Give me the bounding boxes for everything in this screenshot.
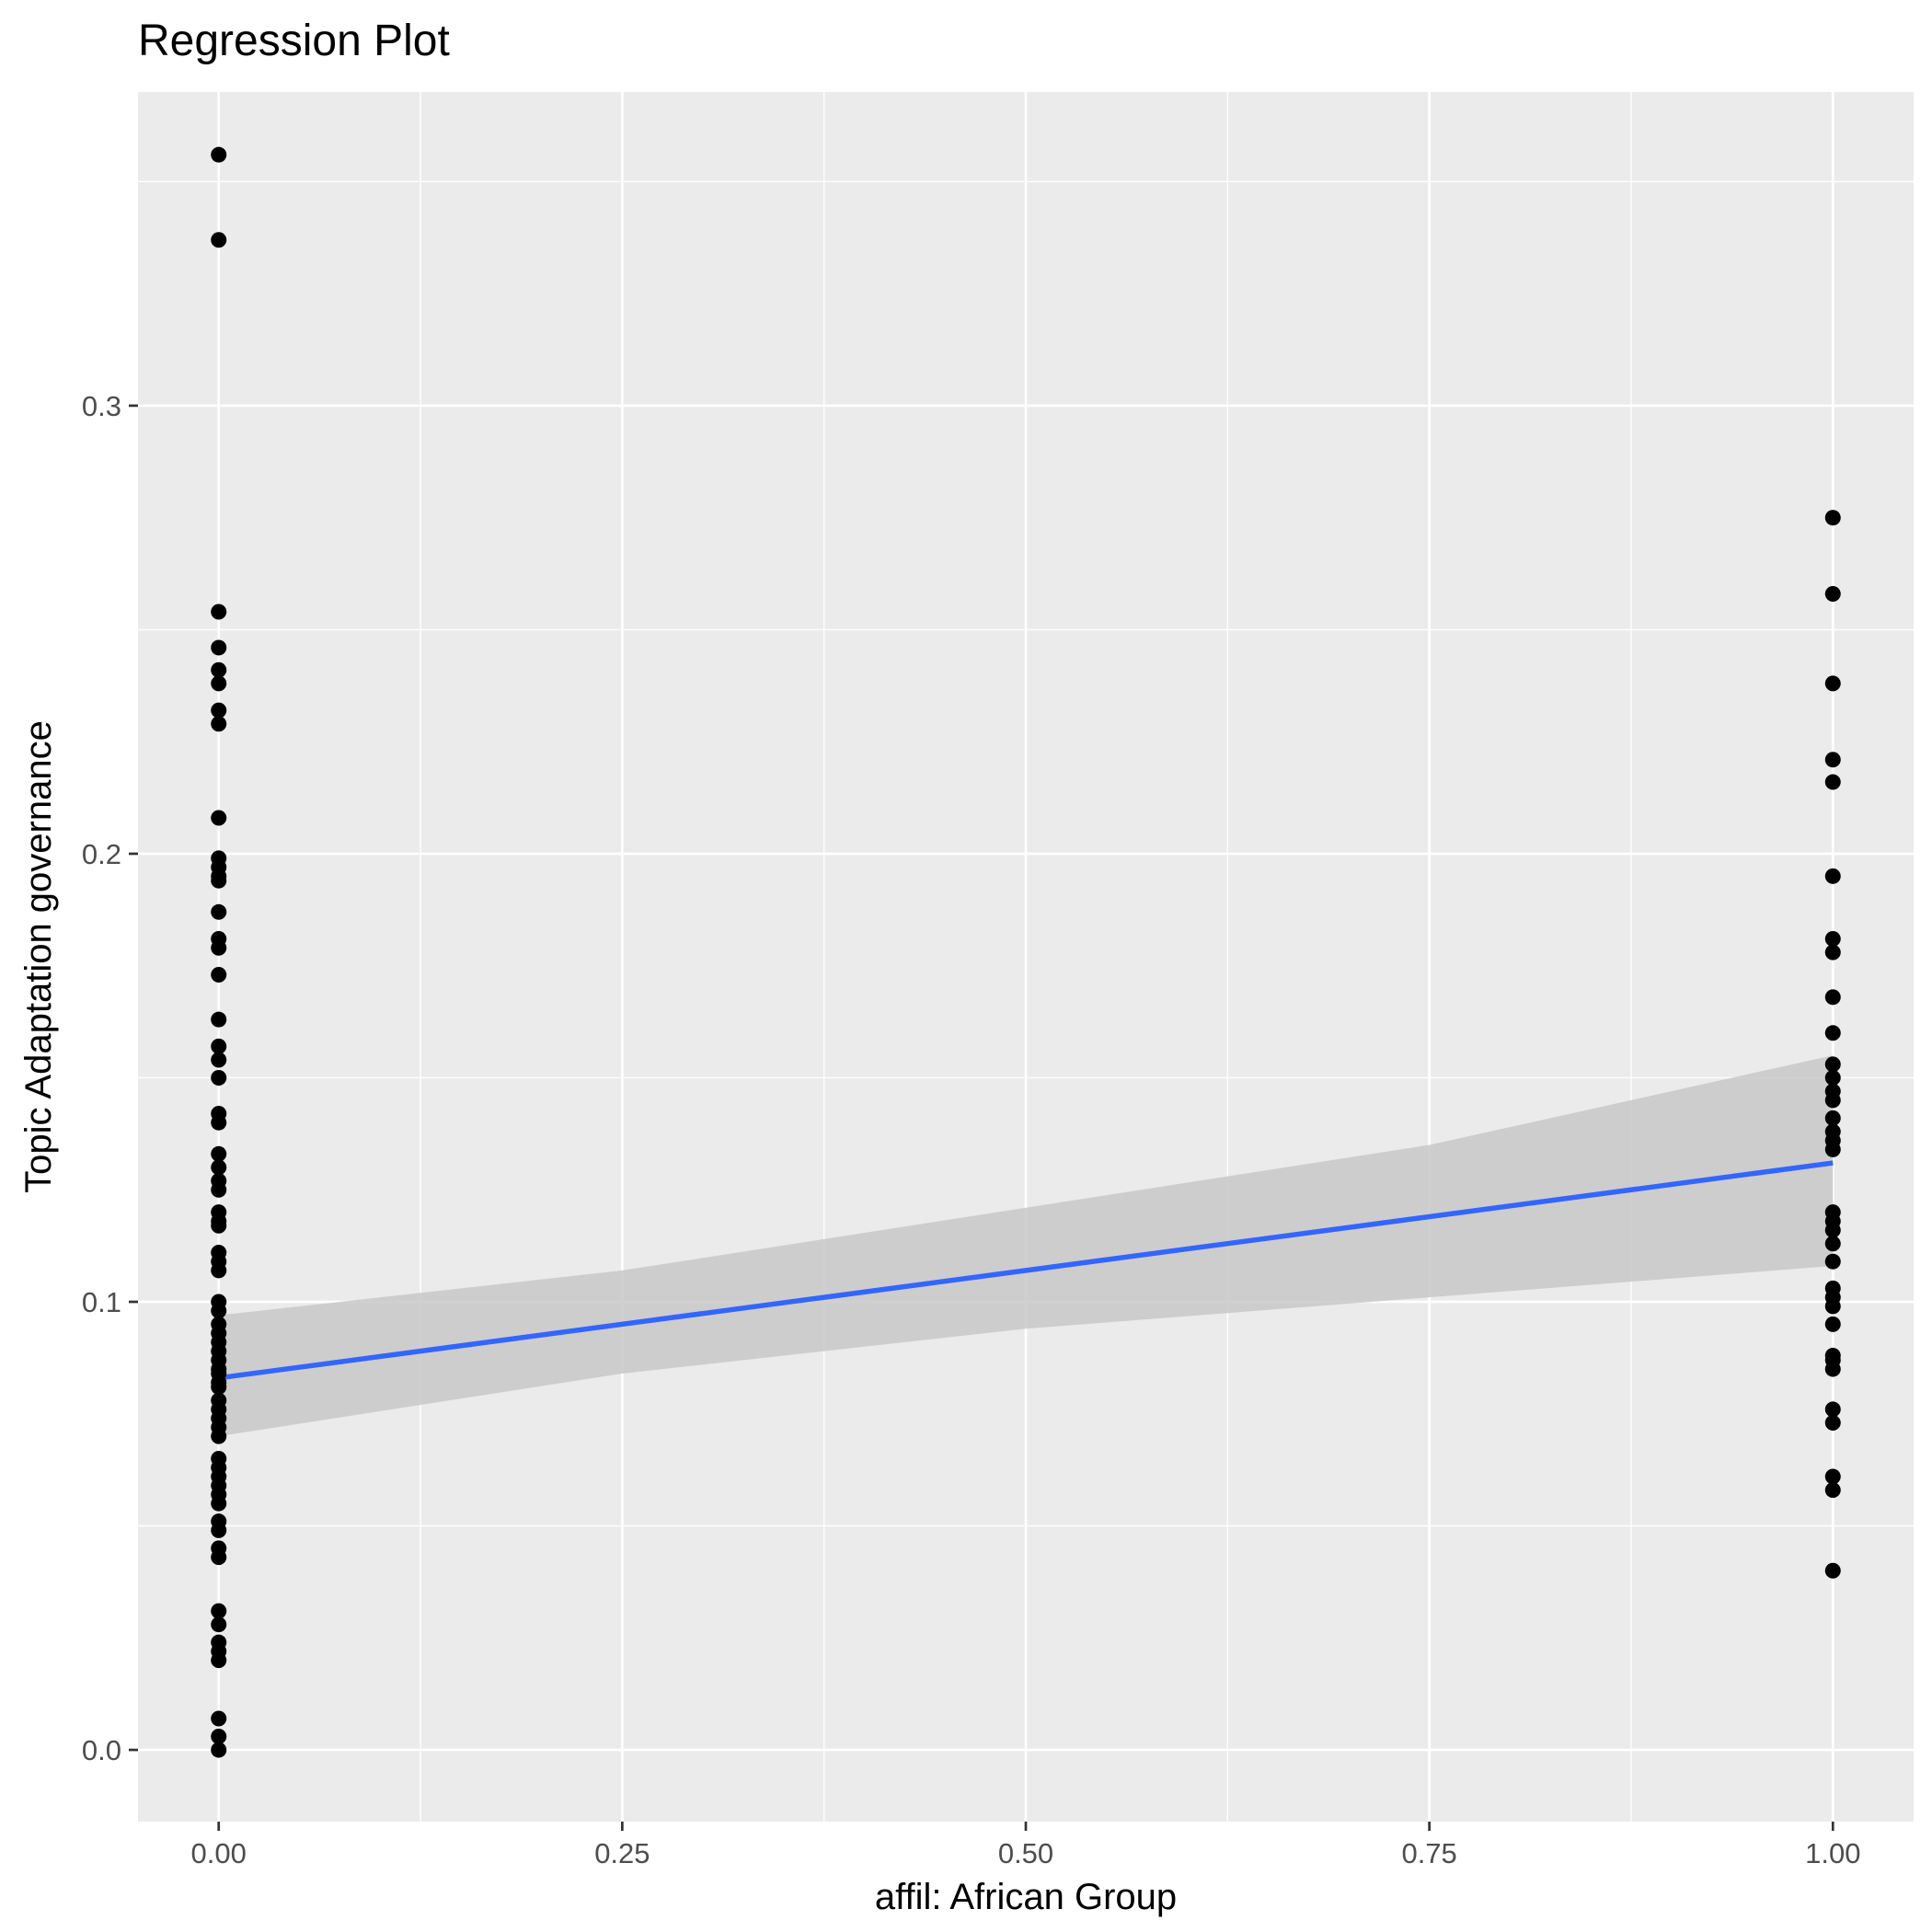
data-point — [211, 939, 227, 956]
fit-line-layer — [218, 1160, 1834, 1381]
data-point — [211, 1379, 227, 1396]
data-point — [1824, 752, 1841, 768]
data-point — [1824, 774, 1841, 790]
data-point — [1824, 1298, 1841, 1315]
data-point — [1824, 1401, 1841, 1418]
data-point — [211, 1262, 227, 1279]
data-point — [1824, 1361, 1841, 1377]
data-point — [211, 1070, 227, 1087]
data-point — [211, 146, 227, 163]
data-point — [211, 1303, 227, 1319]
data-point — [211, 716, 227, 732]
y-tick-label: 0.0 — [82, 1734, 121, 1766]
data-point — [211, 1728, 227, 1744]
data-point — [211, 1217, 227, 1234]
y-tick-label: 0.3 — [82, 390, 121, 422]
data-point — [211, 661, 227, 678]
data-point — [1824, 944, 1841, 960]
data-point — [1824, 1482, 1841, 1499]
data-point — [211, 1652, 227, 1669]
data-point — [211, 1549, 227, 1566]
data-point — [211, 604, 227, 620]
data-point — [211, 675, 227, 692]
data-point — [211, 1052, 227, 1068]
data-points — [211, 146, 1841, 1758]
y-tick-label: 0.2 — [82, 838, 121, 870]
data-point — [211, 232, 227, 248]
data-point — [211, 1038, 227, 1054]
data-point — [1824, 1236, 1841, 1252]
data-point — [1824, 931, 1841, 948]
data-point — [211, 1428, 227, 1444]
y-tick-label: 0.1 — [82, 1286, 121, 1318]
data-point — [211, 1159, 227, 1176]
data-point — [211, 702, 227, 719]
y-axis: 0.0 0.1 0.2 0.3 — [82, 390, 138, 1766]
data-point — [1824, 1253, 1841, 1270]
data-point — [1824, 868, 1841, 884]
data-point — [1824, 989, 1841, 1006]
data-point — [1824, 1562, 1841, 1579]
data-point — [211, 1742, 227, 1758]
x-tick-label: 0.00 — [191, 1837, 247, 1869]
data-point — [1824, 1056, 1841, 1073]
data-point — [1824, 1222, 1841, 1238]
data-point — [1824, 1316, 1841, 1332]
regression-line — [218, 1160, 1834, 1381]
data-point — [211, 1181, 227, 1198]
data-point — [1824, 585, 1841, 602]
data-point — [1824, 1468, 1841, 1485]
x-axis: 0.00 0.25 0.50 0.75 1.00 — [191, 1822, 1860, 1869]
data-point — [211, 1011, 227, 1028]
y-axis-title: Topic Adaptation governance — [18, 720, 59, 1193]
x-tick-label: 1.00 — [1805, 1837, 1860, 1869]
data-point — [211, 903, 227, 920]
x-axis-title: affil: African Group — [875, 1877, 1177, 1917]
data-point — [211, 1710, 227, 1727]
data-point — [211, 966, 227, 983]
data-point — [211, 1603, 227, 1619]
data-point — [1824, 675, 1841, 692]
data-point — [1824, 1110, 1841, 1126]
data-point — [1824, 1415, 1841, 1432]
data-point — [211, 1616, 227, 1633]
data-point — [211, 1522, 227, 1538]
data-point — [211, 810, 227, 826]
x-tick-label: 0.25 — [594, 1837, 650, 1869]
data-point — [211, 1145, 227, 1162]
data-point — [211, 872, 227, 889]
data-point — [211, 1495, 227, 1512]
data-point — [1824, 1141, 1841, 1157]
data-point — [1824, 1070, 1841, 1087]
x-tick-label: 0.75 — [1401, 1837, 1456, 1869]
data-point — [1824, 1025, 1841, 1041]
confidence-band-layer — [218, 1055, 1834, 1437]
x-tick-label: 0.50 — [998, 1837, 1053, 1869]
data-point — [211, 1114, 227, 1131]
chart-title: Regression Plot — [138, 17, 450, 65]
data-point — [211, 639, 227, 656]
data-point — [1824, 510, 1841, 526]
confidence-band — [218, 1055, 1834, 1437]
data-point — [1824, 1092, 1841, 1109]
